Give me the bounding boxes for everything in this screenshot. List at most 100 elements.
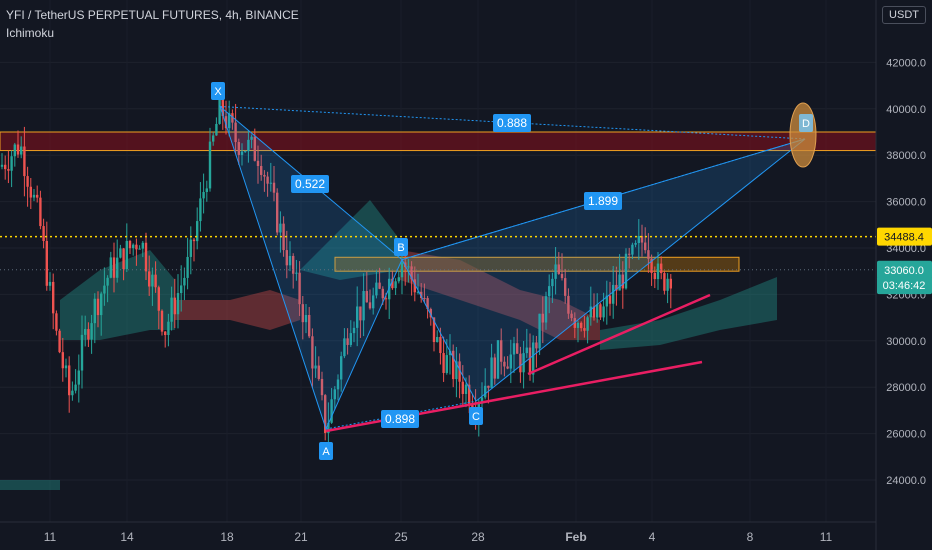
candle-body	[592, 306, 596, 318]
candle-body	[378, 282, 381, 289]
candle-body	[669, 278, 672, 289]
candle-body	[554, 264, 557, 279]
candle-body	[260, 166, 263, 175]
candlesticks	[0, 82, 672, 451]
candle-body	[186, 256, 189, 278]
candle-body	[532, 342, 535, 375]
time-axis[interactable]: 11 14 18 21 25 28 Feb 4 8 11	[0, 521, 876, 544]
candle-body	[148, 271, 151, 287]
candle-body	[311, 336, 314, 369]
candle-body	[397, 277, 400, 282]
trendline-upper	[527, 293, 711, 376]
candle-body	[103, 285, 106, 294]
candle-body	[381, 288, 384, 299]
candle-body	[535, 342, 538, 349]
candle-body	[365, 291, 368, 303]
candle-body	[84, 329, 87, 335]
candle-body	[240, 151, 244, 155]
candle-body	[343, 338, 346, 357]
candle-body	[567, 295, 570, 314]
candle-body	[109, 257, 112, 278]
price-levels	[0, 235, 876, 271]
candle-body	[340, 356, 343, 380]
candle-body	[154, 274, 157, 288]
candle-body	[605, 295, 608, 307]
candle-body	[116, 257, 119, 278]
candle-body	[410, 266, 413, 280]
candle-body	[407, 266, 410, 268]
candle-body	[61, 352, 64, 369]
candle-body	[16, 144, 20, 155]
price-axis[interactable]: 24000.026000.028000.030000.032000.034000…	[875, 0, 932, 550]
candle-body	[292, 255, 295, 274]
candle-body	[608, 295, 612, 304]
candle-body	[112, 257, 116, 278]
ratio-label: 0.898	[385, 412, 415, 426]
x-tick-label: 18	[220, 530, 234, 544]
x-tick-label: 21	[294, 530, 308, 544]
candle-body	[615, 284, 618, 291]
candle-body	[551, 278, 554, 287]
candle-body	[541, 313, 544, 323]
y-tick-label: 30000.0	[886, 336, 926, 348]
candle-body	[496, 340, 500, 379]
candle-body	[602, 306, 605, 318]
y-tick-label: 38000.0	[886, 150, 926, 162]
candle-body	[359, 306, 362, 321]
point-label-bg-d	[799, 114, 813, 132]
candle-body	[416, 291, 420, 293]
cloud-segment	[400, 250, 600, 340]
candle-body	[503, 361, 506, 367]
candle-body	[4, 164, 7, 170]
candle-body	[391, 278, 394, 289]
ratio-label-bg	[381, 410, 419, 428]
candle-body	[628, 253, 631, 255]
point-label-bg-x	[211, 82, 225, 100]
candle-body	[256, 160, 260, 167]
candle-body	[458, 361, 461, 382]
candle-body	[164, 331, 167, 336]
candle-body	[205, 188, 208, 193]
symbol-title: YFI / TetherUS PERPETUAL FUTURES, 4h, BI…	[6, 8, 299, 22]
currency-button[interactable]: USDT	[882, 6, 926, 24]
candle-body	[557, 264, 560, 274]
candle-body	[77, 370, 80, 385]
point-label-b: B	[397, 242, 404, 254]
candle-body	[368, 302, 372, 309]
candle-body	[100, 293, 103, 316]
candle-body	[141, 242, 144, 249]
candle-body	[634, 243, 637, 245]
candle-body	[32, 194, 36, 198]
candle-body	[324, 395, 327, 434]
candle-body	[288, 255, 292, 266]
candle-body	[215, 123, 218, 136]
candle-body	[372, 295, 375, 309]
indicator-label[interactable]: Ichimoku	[6, 26, 55, 40]
candle-body	[506, 366, 509, 369]
y-tick-label: 40000.0	[886, 104, 926, 116]
candle-body	[647, 250, 650, 259]
candle-body	[317, 365, 320, 379]
candle-body	[167, 321, 170, 336]
candle-body	[631, 244, 634, 255]
candle-body	[644, 242, 647, 251]
candle-body	[228, 113, 231, 129]
candle-body	[189, 239, 192, 257]
x-tick-label: Feb	[565, 530, 586, 544]
candle-body	[157, 287, 160, 311]
candle-body	[192, 239, 196, 242]
candle-body	[384, 298, 388, 300]
candle-body	[570, 313, 573, 319]
candle-body	[170, 297, 173, 322]
ratio-label-bg	[493, 114, 531, 132]
price-tag: 34488.4	[884, 232, 924, 244]
candle-body	[509, 354, 512, 369]
candle-body	[266, 176, 269, 184]
candle-body	[618, 274, 621, 291]
candle-body	[234, 122, 237, 143]
candle-body	[13, 144, 16, 157]
candle-body	[564, 278, 567, 296]
candle-body	[176, 293, 180, 315]
x-tick-label: 25	[394, 530, 408, 544]
